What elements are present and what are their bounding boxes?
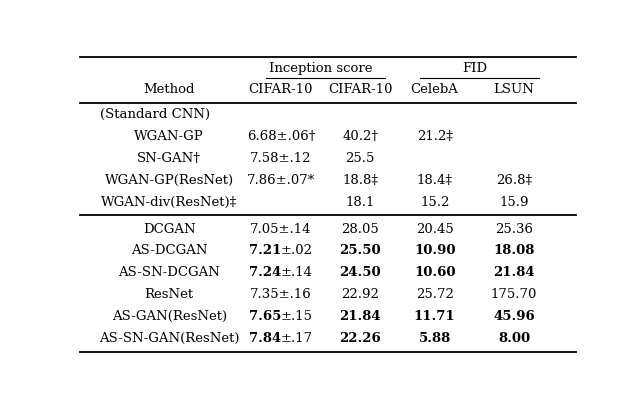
Text: 25.36: 25.36 [495, 223, 533, 236]
Text: 5.88: 5.88 [419, 332, 451, 345]
Text: 20.45: 20.45 [416, 223, 454, 236]
Text: DCGAN: DCGAN [143, 223, 196, 236]
Text: CIFAR-10: CIFAR-10 [328, 83, 392, 96]
Text: 11.71: 11.71 [414, 310, 456, 323]
Text: 21.84: 21.84 [339, 310, 381, 323]
Text: 18.8‡: 18.8‡ [342, 174, 378, 187]
Text: 24.50: 24.50 [339, 266, 381, 279]
Text: 26.8‡: 26.8‡ [496, 174, 532, 187]
Text: 40.2†: 40.2† [342, 130, 378, 143]
Text: AS-SN-GAN(ResNet): AS-SN-GAN(ResNet) [99, 332, 239, 345]
Text: 8.00: 8.00 [498, 332, 530, 345]
Text: 21.2‡: 21.2‡ [417, 130, 452, 143]
Text: 7.65: 7.65 [248, 310, 281, 323]
Text: AS-GAN(ResNet): AS-GAN(ResNet) [112, 310, 227, 323]
Text: Method: Method [143, 83, 195, 96]
Text: 10.90: 10.90 [414, 244, 456, 258]
Text: 10.60: 10.60 [414, 266, 456, 279]
Text: 7.05±.14: 7.05±.14 [250, 223, 312, 236]
Text: CelebA: CelebA [411, 83, 459, 96]
Text: ±.15: ±.15 [281, 310, 313, 323]
Text: 21.84: 21.84 [493, 266, 535, 279]
Text: Inception score: Inception score [269, 62, 372, 75]
Text: (Standard CNN): (Standard CNN) [100, 108, 210, 121]
Text: ±.02: ±.02 [281, 244, 313, 258]
Text: ResNet: ResNet [145, 288, 194, 301]
Text: 18.08: 18.08 [493, 244, 534, 258]
Text: FID: FID [461, 62, 487, 75]
Text: 7.86±.07*: 7.86±.07* [247, 174, 315, 187]
Text: ±.17: ±.17 [281, 332, 313, 345]
Text: 7.35±.16: 7.35±.16 [250, 288, 312, 301]
Text: 25.72: 25.72 [416, 288, 454, 301]
Text: LSUN: LSUN [493, 83, 534, 96]
Text: 45.96: 45.96 [493, 310, 535, 323]
Text: 18.4‡: 18.4‡ [417, 174, 452, 187]
Text: 7.21: 7.21 [248, 244, 281, 258]
Text: 15.2: 15.2 [420, 196, 449, 209]
Text: ±.14: ±.14 [281, 266, 313, 279]
Text: 7.84: 7.84 [248, 332, 281, 345]
Text: 175.70: 175.70 [491, 288, 537, 301]
Text: 15.9: 15.9 [499, 196, 529, 209]
Text: CIFAR-10: CIFAR-10 [248, 83, 313, 96]
Text: WGAN-GP: WGAN-GP [134, 130, 204, 143]
Text: 18.1: 18.1 [346, 196, 375, 209]
Text: 7.24: 7.24 [248, 266, 281, 279]
Text: 22.26: 22.26 [339, 332, 381, 345]
Text: AS-SN-DCGAN: AS-SN-DCGAN [118, 266, 220, 279]
Text: WGAN-GP(ResNet): WGAN-GP(ResNet) [105, 174, 234, 187]
Text: SN-GAN†: SN-GAN† [138, 152, 201, 165]
Text: WGAN-div(ResNet)‡: WGAN-div(ResNet)‡ [101, 196, 237, 209]
Text: 22.92: 22.92 [341, 288, 379, 301]
Text: AS-DCGAN: AS-DCGAN [131, 244, 207, 258]
Text: 6.68±.06†: 6.68±.06† [246, 130, 315, 143]
Text: 25.50: 25.50 [339, 244, 381, 258]
Text: 25.5: 25.5 [346, 152, 375, 165]
Text: 7.58±.12: 7.58±.12 [250, 152, 312, 165]
Text: 28.05: 28.05 [341, 223, 379, 236]
